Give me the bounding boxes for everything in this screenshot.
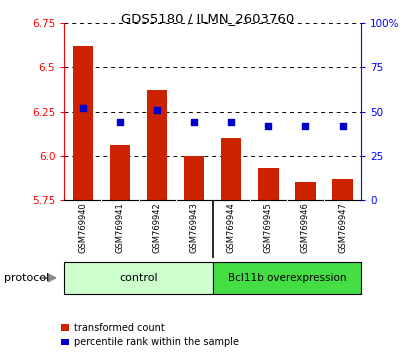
Bar	[332, 179, 353, 200]
Text: GSM769945: GSM769945	[264, 202, 273, 252]
Point	[339, 123, 346, 129]
Point	[302, 123, 309, 129]
Point	[191, 119, 198, 125]
Bar	[110, 145, 130, 200]
Point	[265, 123, 272, 129]
Point	[80, 105, 86, 111]
Point	[117, 119, 123, 125]
Bar	[64, 262, 213, 294]
Point	[154, 107, 160, 113]
Point	[228, 119, 234, 125]
Bar	[184, 156, 204, 200]
Bar	[221, 138, 242, 200]
Bar	[213, 262, 361, 294]
Legend: transformed count, percentile rank within the sample: transformed count, percentile rank withi…	[61, 322, 239, 347]
Text: Bcl11b overexpression: Bcl11b overexpression	[227, 273, 346, 283]
Text: GSM769943: GSM769943	[190, 202, 199, 253]
Text: control: control	[119, 273, 158, 283]
Text: protocol: protocol	[4, 273, 49, 283]
Text: GSM769947: GSM769947	[338, 202, 347, 253]
Text: GSM769940: GSM769940	[78, 202, 88, 252]
Bar	[295, 182, 316, 200]
Text: GSM769942: GSM769942	[153, 202, 161, 252]
Text: GSM769946: GSM769946	[301, 202, 310, 253]
Bar	[147, 90, 167, 200]
Text: GDS5180 / ILMN_2603760: GDS5180 / ILMN_2603760	[121, 12, 294, 25]
Bar	[73, 46, 93, 200]
Text: GSM769944: GSM769944	[227, 202, 236, 252]
Bar	[258, 168, 278, 200]
Text: GSM769941: GSM769941	[115, 202, 124, 252]
